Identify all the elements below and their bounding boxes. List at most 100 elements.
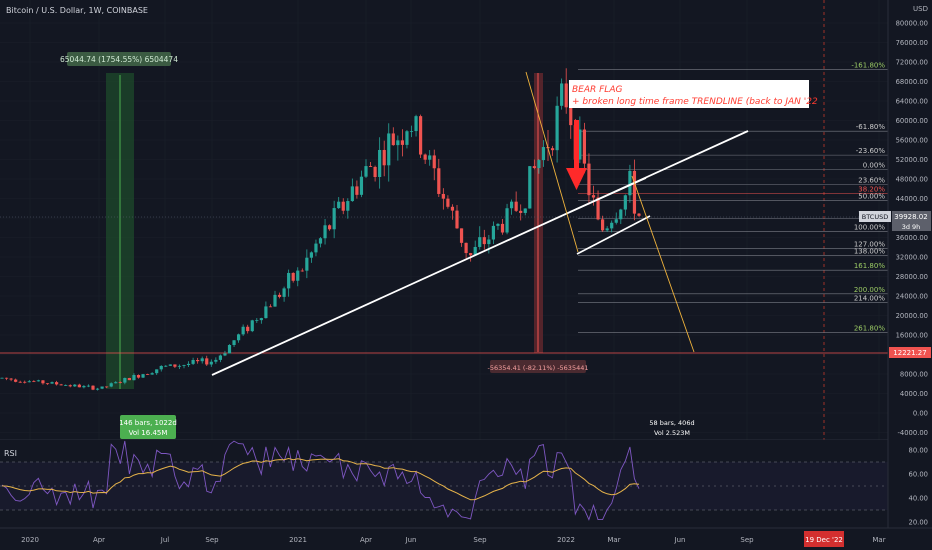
long-trendline[interactable] bbox=[211, 130, 749, 376]
candle-body bbox=[337, 201, 341, 209]
candle-body bbox=[64, 385, 68, 386]
date-highlight bbox=[804, 531, 844, 547]
fib-label-4: 23.60% bbox=[858, 176, 885, 184]
time-tick-4: 2021 bbox=[289, 536, 307, 544]
candle-body bbox=[164, 365, 168, 367]
price-tick-18: 8000.00 bbox=[900, 371, 928, 379]
candle-body bbox=[528, 166, 532, 209]
candle-body bbox=[14, 379, 18, 382]
candle-body bbox=[391, 133, 395, 146]
fib-label-6: 50.00% bbox=[858, 193, 885, 201]
time-tick-12: Mar bbox=[872, 536, 885, 544]
candle-body bbox=[118, 382, 122, 383]
candle-body bbox=[359, 176, 364, 195]
date-highlight-label: 19 Dec '22 bbox=[805, 536, 843, 544]
measure-right-bars: 58 bars, 406d bbox=[649, 419, 694, 427]
candle-body bbox=[173, 364, 177, 367]
rsi-line bbox=[1, 440, 640, 521]
annotation-line2: + broken long time frame TRENDLINE (back… bbox=[572, 97, 818, 107]
candle-body bbox=[414, 116, 418, 132]
candle-body bbox=[478, 237, 482, 247]
candle-body bbox=[591, 195, 596, 198]
candles bbox=[0, 68, 641, 391]
candle-body bbox=[605, 228, 609, 231]
candle-body bbox=[186, 363, 191, 366]
candle-body bbox=[423, 154, 427, 160]
measure-green-zone: 65044.74 (1754.55%) 6504474 146 bars, 10… bbox=[60, 52, 178, 439]
candle-body bbox=[73, 384, 77, 387]
price-tick-8: 48000.00 bbox=[896, 176, 928, 184]
candle-body bbox=[491, 225, 495, 240]
fib-label-10: 138.00% bbox=[854, 247, 885, 255]
candle-body bbox=[519, 210, 523, 213]
candle-body bbox=[409, 131, 414, 132]
candle-body bbox=[541, 147, 546, 161]
target-projection-line[interactable] bbox=[631, 175, 695, 353]
candle-body bbox=[59, 384, 63, 386]
candle-body bbox=[469, 253, 473, 256]
candle-body bbox=[628, 170, 632, 196]
candle-body bbox=[32, 381, 36, 383]
candle-body bbox=[610, 222, 614, 229]
measure-red-zone: -56354.41 (-82.11%) -5635441 58 bars, 40… bbox=[488, 73, 695, 437]
current-price: 39928.02 bbox=[894, 213, 927, 221]
time-axis[interactable]: 2020 Apr Jul Sep 2021 Apr Jun Sep 2022 Mar Jun Sep M… bbox=[0, 527, 932, 550]
candle-body bbox=[560, 83, 564, 106]
fib-label-5: 38.20% bbox=[858, 185, 885, 193]
candle-body bbox=[355, 186, 359, 195]
price-tick-16: 16000.00 bbox=[896, 332, 928, 340]
time-tick-10: Jun bbox=[674, 536, 686, 544]
candle-body bbox=[505, 208, 509, 233]
candle-body bbox=[177, 365, 182, 367]
candle-body bbox=[4, 377, 9, 379]
candle-body bbox=[27, 381, 31, 383]
candle-body bbox=[473, 246, 477, 256]
candle-body bbox=[155, 369, 159, 374]
candle-body bbox=[578, 129, 582, 160]
measure-right-vol: Vol 2.523M bbox=[654, 429, 690, 437]
candle-body bbox=[205, 358, 209, 365]
candle-body bbox=[296, 270, 300, 281]
flag-lower-line[interactable] bbox=[576, 215, 651, 255]
candle-body bbox=[55, 382, 59, 385]
annotation-box[interactable]: BEAR FLAG + broken long time frame TREND… bbox=[569, 80, 818, 108]
candle-body bbox=[223, 353, 227, 356]
rsi-tick-1: 60.00 bbox=[909, 471, 928, 479]
candle-body bbox=[623, 195, 627, 210]
candle-body bbox=[350, 186, 354, 202]
candle-body bbox=[287, 272, 291, 289]
time-tick-5: Apr bbox=[360, 536, 372, 544]
candle-body bbox=[619, 209, 623, 220]
pole-line bbox=[525, 71, 579, 253]
candle-body bbox=[400, 140, 404, 145]
candle-body bbox=[332, 208, 336, 230]
candle-body bbox=[23, 381, 27, 383]
candle-body bbox=[378, 149, 382, 178]
time-tick-2: Jul bbox=[160, 536, 170, 544]
candle-body bbox=[382, 149, 386, 166]
candle-body bbox=[387, 133, 391, 166]
time-tick-3: Sep bbox=[205, 536, 219, 544]
rsi-label: RSI bbox=[4, 449, 17, 458]
price-tick-20: 0.00 bbox=[913, 410, 928, 418]
time-tick-0: 2020 bbox=[21, 536, 39, 544]
candle-body bbox=[218, 355, 222, 360]
flag-upper-line[interactable] bbox=[569, 177, 647, 213]
candle-body bbox=[637, 213, 641, 216]
measure-red-box bbox=[490, 360, 586, 373]
candle-body bbox=[246, 326, 250, 332]
candle-body bbox=[373, 166, 377, 178]
measure-green-top-label: 65044.74 (1754.55%) 6504474 bbox=[60, 55, 178, 64]
price-tick-6: 56000.00 bbox=[896, 137, 928, 145]
measure-green-bottom-box bbox=[120, 415, 176, 439]
candle-body bbox=[237, 334, 241, 341]
candle-body bbox=[569, 107, 573, 126]
candle-body bbox=[264, 306, 268, 319]
price-axis[interactable]: USD 80000.00 76000.00 72000.00 68000.00 6400… bbox=[859, 0, 932, 550]
candle-body bbox=[582, 129, 586, 164]
rsi-tick-3: 20.00 bbox=[909, 519, 928, 527]
price-tick-7: 52000.00 bbox=[896, 156, 928, 164]
candle-body bbox=[241, 326, 245, 335]
candle-body bbox=[123, 377, 127, 383]
